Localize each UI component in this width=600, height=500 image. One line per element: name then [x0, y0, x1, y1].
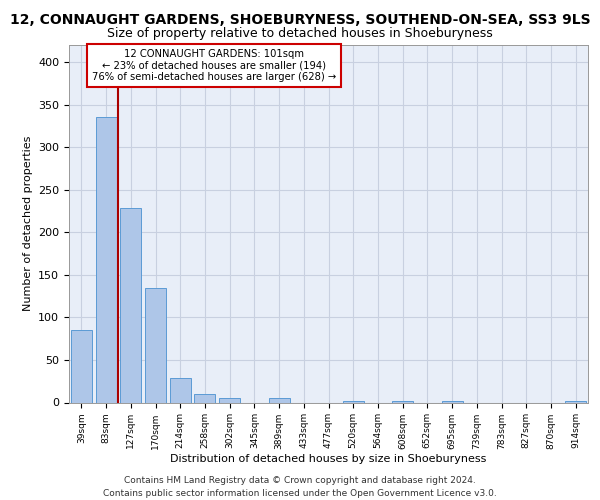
Bar [219, 398, 240, 402]
Bar [170, 378, 191, 402]
X-axis label: Distribution of detached houses by size in Shoeburyness: Distribution of detached houses by size … [170, 454, 487, 464]
Text: Contains HM Land Registry data © Crown copyright and database right 2024.
Contai: Contains HM Land Registry data © Crown c… [103, 476, 497, 498]
Bar [442, 401, 463, 402]
Bar [392, 401, 413, 402]
Text: 12 CONNAUGHT GARDENS: 101sqm
← 23% of detached houses are smaller (194)
76% of s: 12 CONNAUGHT GARDENS: 101sqm ← 23% of de… [92, 48, 337, 82]
Bar [343, 401, 364, 402]
Bar [120, 208, 141, 402]
Bar [95, 118, 116, 403]
Y-axis label: Number of detached properties: Number of detached properties [23, 136, 32, 312]
Text: 12, CONNAUGHT GARDENS, SHOEBURYNESS, SOUTHEND-ON-SEA, SS3 9LS: 12, CONNAUGHT GARDENS, SHOEBURYNESS, SOU… [10, 12, 590, 26]
Text: Size of property relative to detached houses in Shoeburyness: Size of property relative to detached ho… [107, 28, 493, 40]
Bar [565, 401, 586, 402]
Bar [145, 288, 166, 403]
Bar [71, 330, 92, 402]
Bar [269, 398, 290, 402]
Bar [194, 394, 215, 402]
